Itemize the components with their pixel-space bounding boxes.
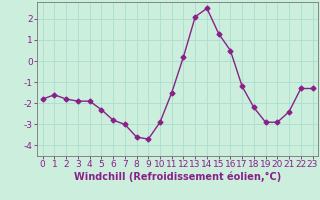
X-axis label: Windchill (Refroidissement éolien,°C): Windchill (Refroidissement éolien,°C) (74, 172, 281, 182)
